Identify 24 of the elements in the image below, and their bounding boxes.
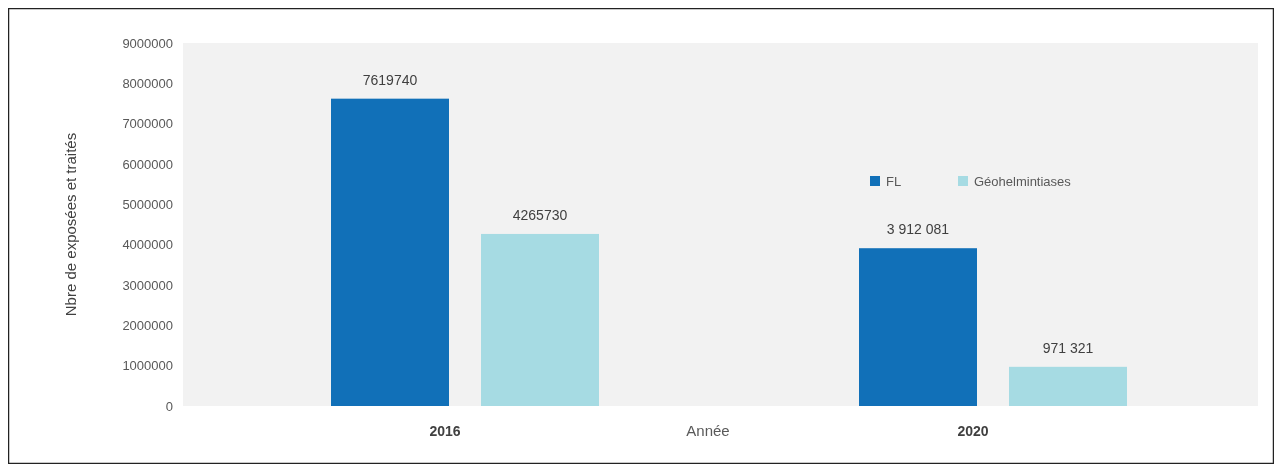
y-axis-title: Nbre de exposées et traités [62,132,79,317]
y-tick-label: 1000000 [122,358,173,374]
y-tick-label: 8000000 [122,75,173,91]
y-tick-label: 6000000 [122,156,173,172]
data-label: 971 321 [1042,339,1094,356]
bar [1009,366,1127,406]
bar [481,233,599,406]
y-tick-label: 4000000 [122,237,173,253]
y-tick-label: 7000000 [122,116,173,132]
y-tick-label: 5000000 [122,196,173,212]
y-tick-label: 0 [165,398,173,414]
y-tick-label: 2000000 [122,317,173,333]
bar [859,248,977,406]
bar [331,98,449,406]
x-axis-title: Année [686,422,730,439]
y-tick-label: 9000000 [122,35,173,51]
data-label: 7619740 [362,71,418,88]
legend-label: Géohelmintiases [974,173,1072,189]
data-label: 3 912 081 [886,221,950,238]
x-tick-label: 2016 [429,423,461,439]
legend-label: FL [886,173,902,189]
x-tick-label: 2020 [957,423,989,439]
y-tick-label: 3000000 [122,277,173,293]
data-label: 4265730 [512,206,568,223]
